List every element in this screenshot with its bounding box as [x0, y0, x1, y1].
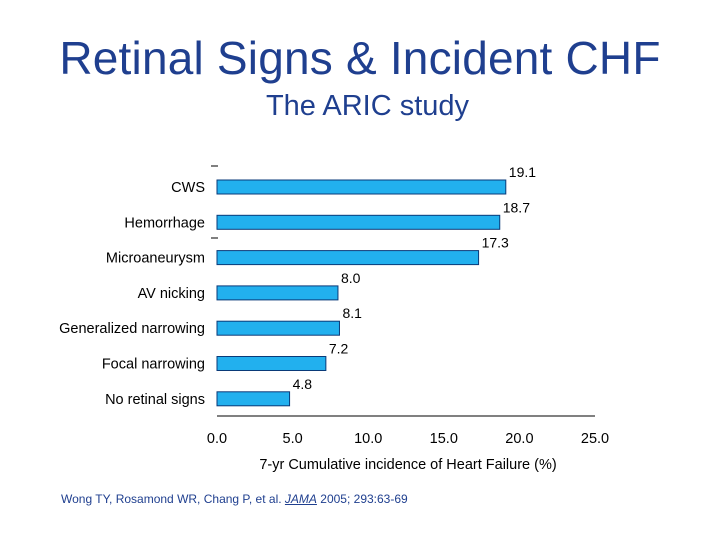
- slide-title: Retinal Signs & Incident CHF: [59, 32, 661, 84]
- citation: Wong TY, Rosamond WR, Chang P, et al. JA…: [61, 492, 408, 506]
- citation-journal[interactable]: JAMA: [284, 492, 317, 506]
- category-label: Hemorrhage: [124, 215, 205, 231]
- category-label: No retinal signs: [105, 392, 205, 408]
- data-label: 4.8: [293, 376, 313, 392]
- data-label: 17.3: [482, 235, 509, 251]
- x-tick-label: 15.0: [430, 431, 458, 447]
- bar-6: [216, 391, 291, 407]
- category-label: AV nicking: [138, 286, 205, 302]
- x-axis: 0.0 5.0 10.0 15.0 20.0 25.0: [207, 165, 609, 447]
- x-axis-title: 7-yr Cumulative incidence of Heart Failu…: [259, 457, 556, 473]
- labels-layer: CWS 19.1 Hemorrhage 18.7 Microaneurysm 17.3 AV…: [59, 164, 536, 408]
- x-tick-label: 20.0: [505, 431, 533, 447]
- data-label: 8.0: [341, 270, 361, 286]
- bar-1: [216, 214, 501, 230]
- bar-0: [216, 179, 507, 195]
- bar-5: [216, 356, 327, 371]
- category-label: Generalized narrowing: [59, 321, 205, 337]
- bar-4: [216, 320, 340, 336]
- data-label: 18.7: [503, 199, 530, 215]
- data-label: 19.1: [509, 164, 536, 180]
- bars-layer: [216, 179, 507, 407]
- category-label: Microaneurysm: [106, 251, 205, 267]
- citation-authors: Wong TY, Rosamond WR, Chang P, et al.: [61, 492, 282, 506]
- x-tick-label: 5.0: [283, 431, 303, 447]
- bar-2: [216, 250, 480, 266]
- x-tick-label: 0.0: [207, 431, 227, 447]
- citation-details: 2005; 293:63-69: [320, 492, 408, 506]
- bar-3: [216, 285, 339, 301]
- x-tick-label: 10.0: [354, 431, 382, 447]
- slide-subtitle: The ARIC study: [265, 90, 470, 122]
- category-label: Focal narrowing: [102, 357, 205, 373]
- x-tick-label: 25.0: [581, 431, 609, 447]
- data-label: 8.1: [342, 305, 362, 321]
- data-label: 7.2: [329, 341, 349, 357]
- category-label: CWS: [171, 180, 205, 196]
